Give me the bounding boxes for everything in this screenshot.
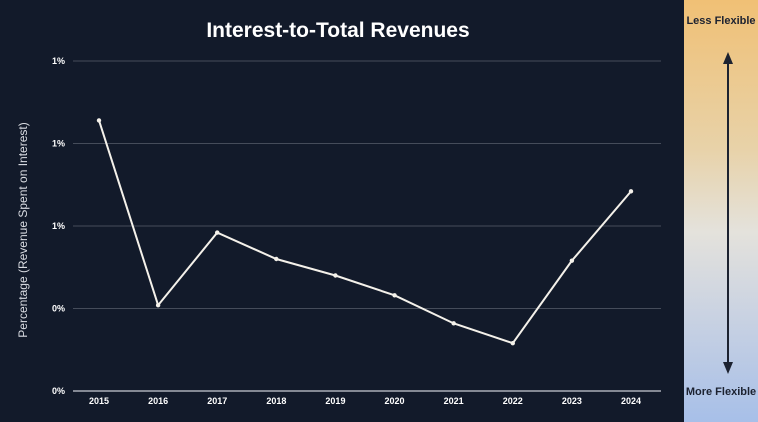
scale-top-label: Less Flexible bbox=[686, 15, 756, 27]
y-tick-label: 1% bbox=[52, 139, 65, 149]
x-tick-label: 2023 bbox=[562, 396, 582, 406]
data-point-2019[interactable] bbox=[333, 273, 338, 278]
x-tick-label: 2018 bbox=[266, 396, 286, 406]
series-line bbox=[98, 120, 632, 345]
y-tick-label: 1% bbox=[52, 221, 65, 231]
x-tick-label: 2017 bbox=[207, 396, 227, 406]
y-tick-label: 1% bbox=[52, 56, 65, 66]
x-tick-label: 2024 bbox=[621, 396, 641, 406]
line-chart: Interest-to-Total Revenues Percentage (R… bbox=[16, 19, 661, 406]
x-tick-label: 2021 bbox=[444, 396, 464, 406]
chart-title: Interest-to-Total Revenues bbox=[206, 19, 469, 42]
scale-bottom-label: More Flexible bbox=[685, 386, 757, 398]
x-tick-label: 2015 bbox=[89, 396, 109, 406]
data-point-2021[interactable] bbox=[451, 321, 456, 326]
x-tick-label: 2019 bbox=[325, 396, 345, 406]
data-point-2018[interactable] bbox=[274, 256, 279, 262]
double-arrow-icon bbox=[723, 52, 733, 374]
y-tick-label: 0% bbox=[52, 386, 65, 396]
x-tick-label: 2020 bbox=[385, 396, 405, 406]
y-tick-label: 0% bbox=[52, 304, 65, 314]
x-tick-label: 2016 bbox=[148, 396, 168, 406]
x-tick-label: 2022 bbox=[503, 396, 523, 406]
data-point-2016[interactable] bbox=[155, 303, 161, 308]
flexibility-scale: Less Flexible More Flexible bbox=[684, 0, 758, 422]
data-point-2017[interactable] bbox=[215, 230, 220, 235]
data-point-2023[interactable] bbox=[569, 258, 575, 263]
data-point-2024[interactable] bbox=[628, 189, 634, 194]
data-point-2022[interactable] bbox=[510, 340, 515, 346]
y-axis-label: Percentage (Revenue Spent on Interest) bbox=[16, 122, 30, 337]
data-point-2020[interactable] bbox=[392, 293, 397, 298]
data-point-2015[interactable] bbox=[96, 118, 102, 123]
